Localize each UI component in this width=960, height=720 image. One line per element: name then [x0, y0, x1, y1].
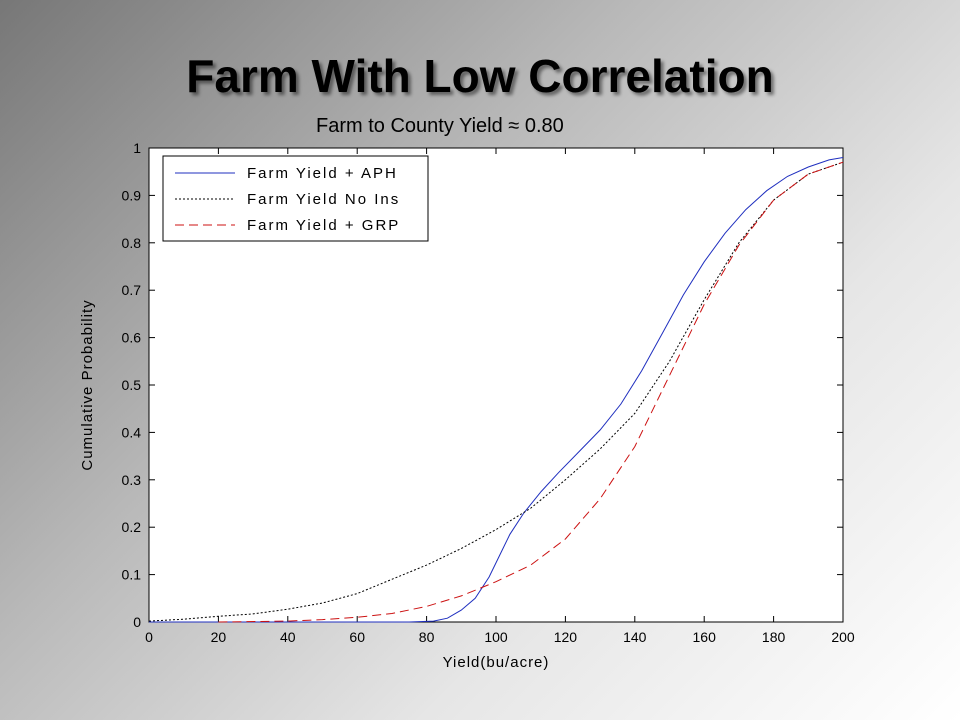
legend-label-1: Farm Yield No Ins — [247, 191, 400, 208]
y-tick-label: 0 — [133, 614, 141, 630]
series-line-2 — [218, 161, 844, 623]
x-tick-label: 140 — [623, 629, 647, 645]
x-tick-label: 160 — [693, 629, 717, 645]
y-axis-label: Cumulative Probability — [79, 299, 96, 470]
x-axis-label: Yield(bu/acre) — [443, 654, 550, 671]
y-tick-label: 0.8 — [122, 235, 142, 251]
legend-label-2: Farm Yield + GRP — [247, 217, 400, 234]
y-tick-label: 0.5 — [122, 377, 142, 393]
legend: Farm Yield + APH Farm Yield No Ins Farm Yi… — [162, 155, 429, 242]
series-line-0 — [149, 157, 844, 623]
x-tick-label: 80 — [419, 629, 435, 645]
y-tick-label: 0.2 — [122, 519, 142, 535]
x-tick-label: 200 — [831, 629, 855, 645]
slide-subtitle: Farm to County Yield ≈ 0.80 — [316, 115, 564, 137]
y-tick-label: 0.1 — [122, 567, 142, 583]
x-tick-label: 120 — [554, 629, 578, 645]
slide-title: Farm With Low Correlation — [186, 50, 774, 102]
legend-label-0: Farm Yield + APH — [247, 165, 398, 182]
x-tick-label: 40 — [280, 629, 296, 645]
x-tick-label: 0 — [145, 629, 153, 645]
y-tick-label: 0.4 — [122, 424, 142, 440]
x-tick-label: 180 — [762, 629, 786, 645]
x-tick-label: 100 — [484, 629, 508, 645]
x-tick-label: 60 — [349, 629, 365, 645]
series-line-1 — [148, 161, 844, 622]
x-tick-label: 20 — [211, 629, 227, 645]
y-tick-label: 0.9 — [122, 187, 142, 203]
y-tick-label: 0.6 — [122, 330, 142, 346]
y-tick-label: 0.3 — [122, 472, 142, 488]
ticks-layer: 0 20 40 60 80 100 120 140 160 180 200 0 0.1 0.2 0.3 0.4… — [122, 140, 855, 645]
series-layer — [148, 157, 844, 623]
y-tick-label: 0.7 — [122, 282, 142, 298]
y-tick-label: 1 — [133, 140, 141, 156]
